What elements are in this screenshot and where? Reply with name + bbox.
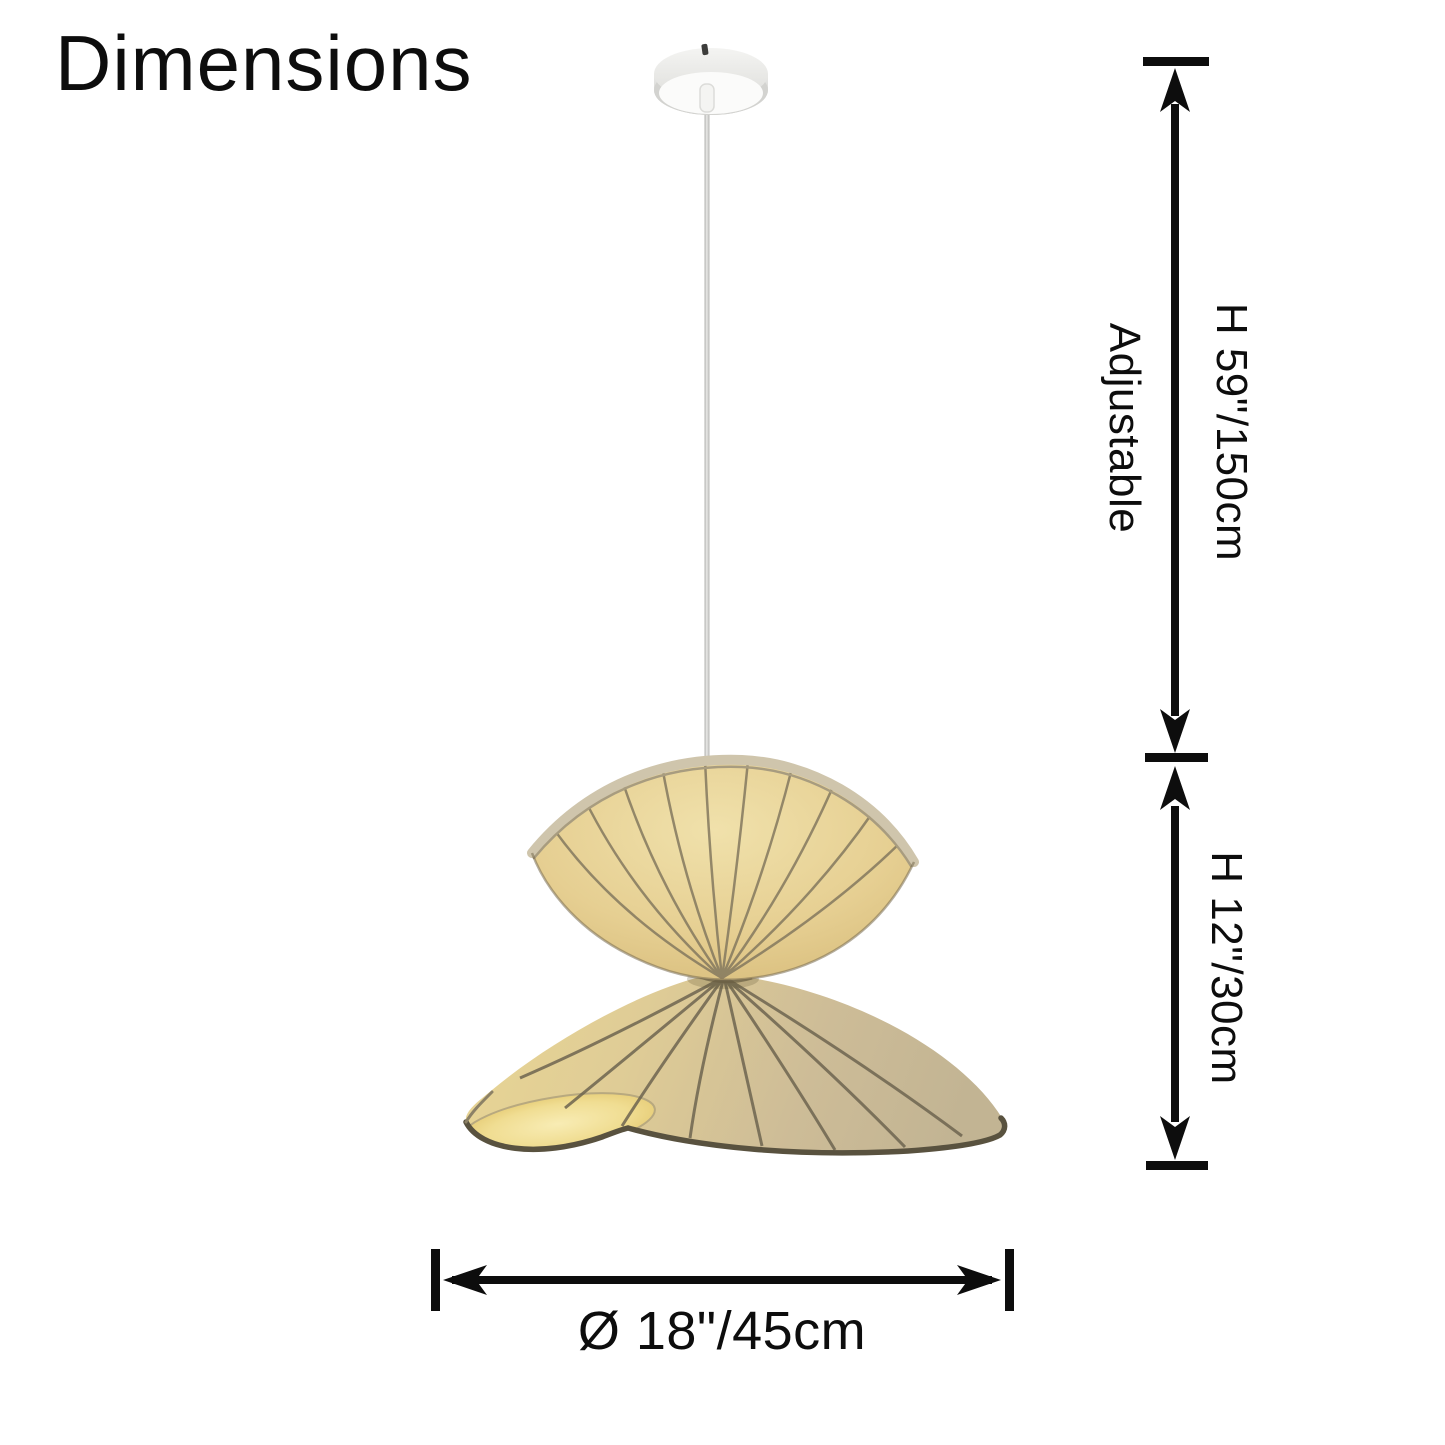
canopy-notch bbox=[701, 43, 709, 56]
adjustable-label: Adjustable bbox=[1100, 322, 1149, 534]
ceiling-canopy bbox=[654, 43, 768, 115]
upper-shade-rim-hem bbox=[527, 754, 919, 867]
diameter-dimension-line bbox=[431, 1249, 1014, 1311]
lower-fabric-shade bbox=[463, 975, 1008, 1156]
shade-height-dimension-line bbox=[1146, 766, 1208, 1170]
upper-fabric-shade bbox=[527, 754, 919, 982]
page-title: Dimensions bbox=[55, 19, 473, 107]
dimension-cap-bottom bbox=[1146, 1161, 1208, 1170]
dimension-cap-right bbox=[1005, 1249, 1014, 1311]
lower-shade-ribs bbox=[519, 975, 963, 1151]
arrow-down-icon bbox=[1160, 709, 1190, 753]
dimension-cap-left bbox=[431, 1249, 440, 1311]
cord-grip bbox=[699, 83, 715, 113]
arrow-right-icon bbox=[957, 1265, 1001, 1295]
arrow-left-icon bbox=[443, 1265, 487, 1295]
arrow-down-icon bbox=[1160, 1116, 1190, 1160]
dimension-cap-middle bbox=[1145, 753, 1208, 762]
shade-height-label: H 12"/30cm bbox=[1202, 851, 1251, 1085]
lower-shade-brim-edge bbox=[463, 1115, 1008, 1156]
cord-height-label: H 59"/150cm bbox=[1207, 302, 1256, 562]
arrow-up-icon bbox=[1160, 68, 1190, 112]
dimension-cap-top bbox=[1143, 57, 1209, 66]
hanging-cord bbox=[704, 106, 710, 798]
cord-height-dimension-line bbox=[1143, 57, 1209, 762]
diameter-label: Ø 18"/45cm bbox=[577, 1301, 867, 1361]
upper-shade-ribs bbox=[551, 759, 904, 980]
arrow-up-icon bbox=[1160, 766, 1190, 810]
